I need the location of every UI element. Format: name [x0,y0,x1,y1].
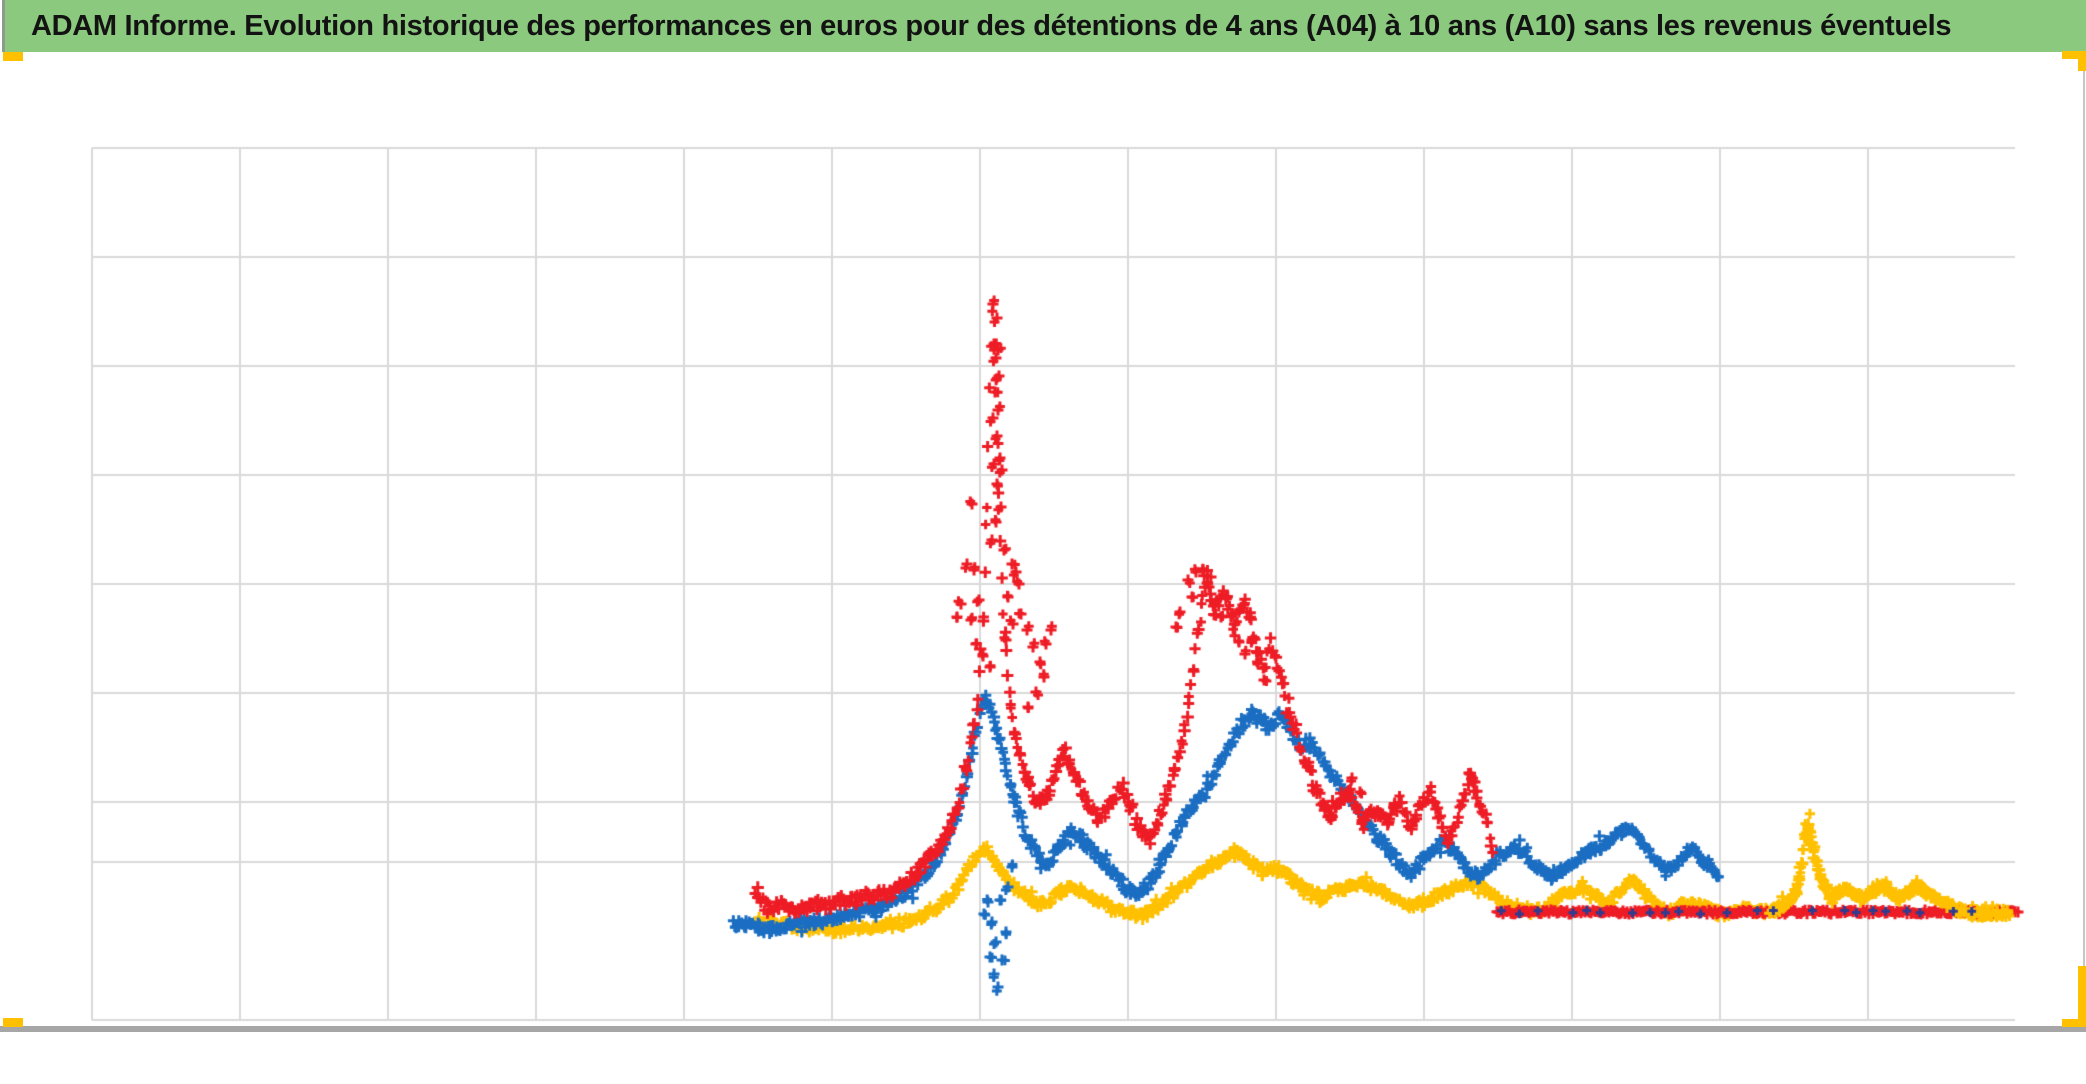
title-bar: ADAM Informe. Evolution historique des p… [2,0,2086,52]
bottom-strip [0,1026,2086,1032]
chart-right-border [2083,58,2085,1020]
corner-accent-top-right-v [2078,51,2086,71]
scatter-plot-canvas [0,52,2086,1084]
corner-accent-top-left [3,52,23,61]
corner-accent-bottom-left [3,1018,23,1027]
chart-area [0,52,2086,1084]
corner-accent-top-right-h [2062,51,2086,59]
chart-title: ADAM Informe. Evolution historique des p… [31,9,1952,42]
corner-accent-bottom-right-h [2062,1019,2086,1027]
corner-accent-bottom-right-v [2078,966,2086,1026]
